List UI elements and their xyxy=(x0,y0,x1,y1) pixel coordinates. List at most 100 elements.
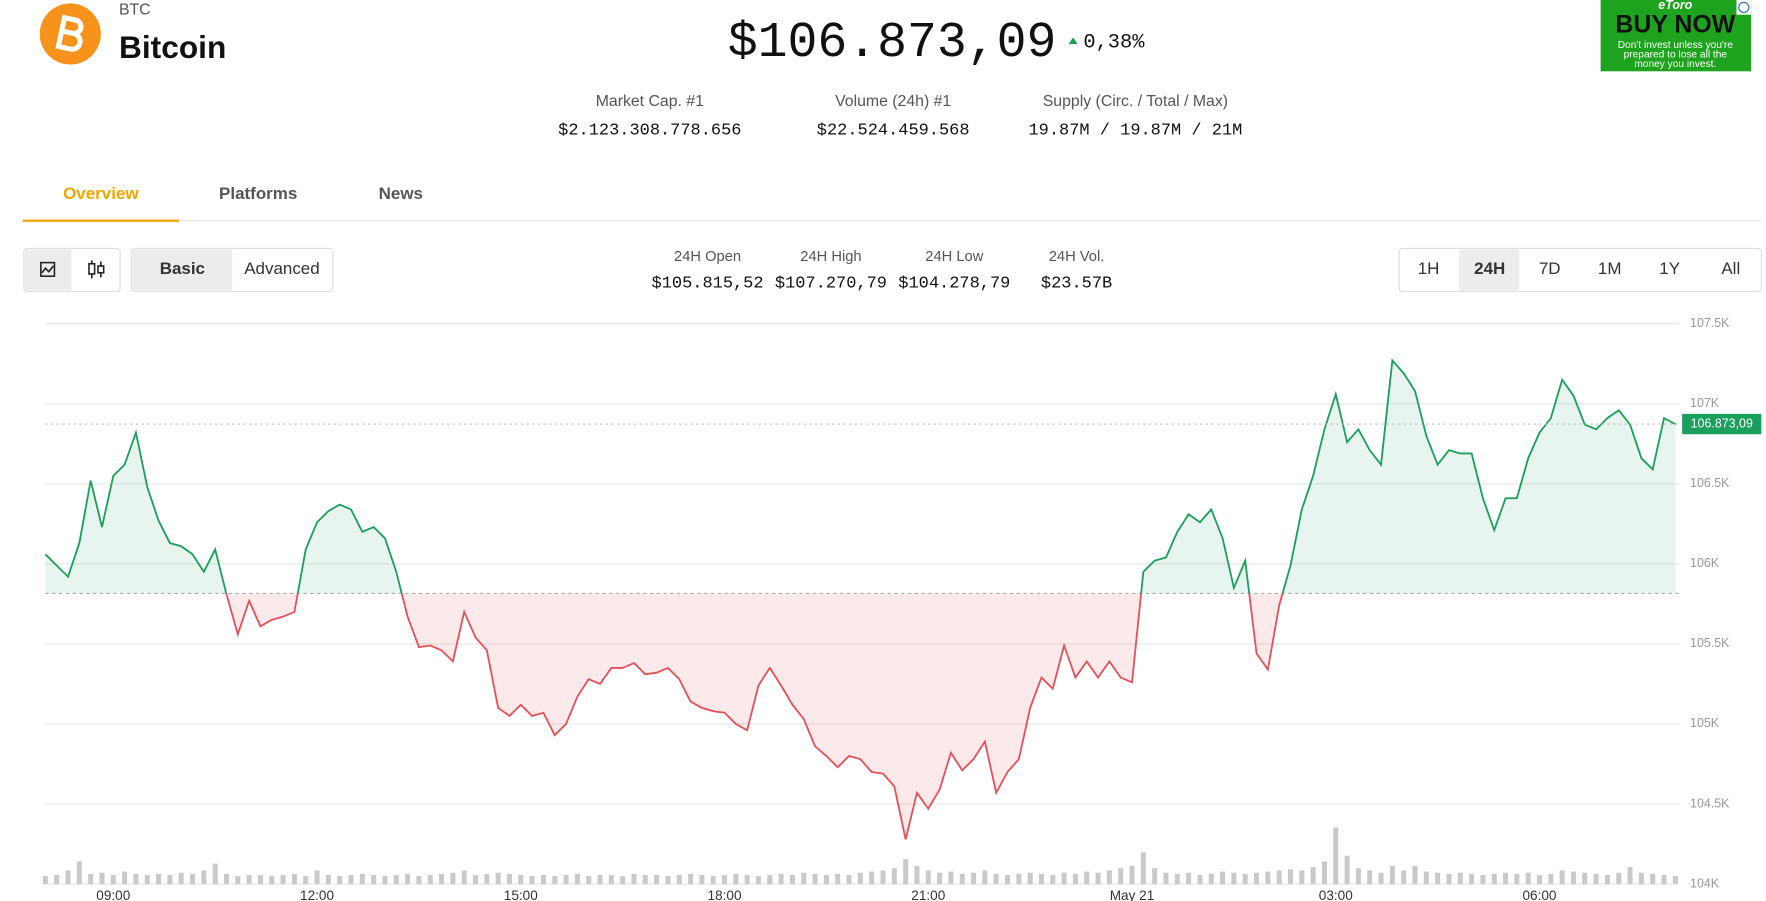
volume-bar xyxy=(789,874,795,885)
x-tick-label: May 21 xyxy=(1110,888,1155,901)
volume-bar xyxy=(959,873,965,885)
volume-bar xyxy=(1050,874,1056,885)
volume-bar xyxy=(925,870,931,885)
volume-bar xyxy=(597,874,603,885)
y-tick-label: 104K xyxy=(1690,876,1720,890)
x-tick-label: 18:00 xyxy=(708,888,742,901)
volume-bar xyxy=(156,873,162,885)
range-button[interactable]: 24H xyxy=(1474,259,1505,278)
volume-bar xyxy=(1106,870,1112,885)
volume-bar xyxy=(190,873,196,885)
volume-bar xyxy=(1401,870,1407,885)
volume-bar xyxy=(948,871,954,885)
price-line-down xyxy=(225,593,1284,840)
mode-button[interactable]: Basic xyxy=(160,259,205,278)
ad-disclaimer: money you invest. xyxy=(1634,59,1716,70)
tab[interactable]: Platforms xyxy=(219,184,297,203)
volume-bar xyxy=(518,874,524,885)
volume-bar xyxy=(212,863,218,885)
volume-bar xyxy=(1367,870,1373,885)
volume-bar xyxy=(348,874,354,885)
volume-bar xyxy=(1084,871,1090,885)
volume-bar xyxy=(337,876,343,885)
volume-bar xyxy=(1005,874,1011,885)
volume-bar xyxy=(42,876,48,885)
volume-bar xyxy=(1672,876,1678,885)
ad-banner[interactable]: eToro BUY NOW Don't invest unless you're… xyxy=(1600,0,1752,72)
price-line-up xyxy=(44,358,1676,594)
volume-bar xyxy=(835,873,841,885)
range-button[interactable]: 1M xyxy=(1598,259,1622,278)
range-button[interactable]: 1Y xyxy=(1659,259,1680,278)
volume-bar xyxy=(314,870,320,885)
volume-bar xyxy=(1265,871,1271,885)
volume-bar xyxy=(280,874,286,885)
volume-bar xyxy=(359,873,365,885)
range-button[interactable]: 7D xyxy=(1539,259,1561,278)
volume-bar xyxy=(665,876,671,885)
summary-value: $104.278,79 xyxy=(898,274,1010,293)
volume-bar xyxy=(846,874,852,885)
volume-bar xyxy=(1163,872,1169,885)
volume-bar xyxy=(1570,871,1576,885)
summary-label: 24H Low xyxy=(925,249,983,265)
volume-bar xyxy=(1299,870,1305,885)
volume-bar xyxy=(1129,865,1135,885)
range-button[interactable]: All xyxy=(1721,259,1740,278)
volume-bar xyxy=(1525,872,1531,885)
x-tick-label: 06:00 xyxy=(1523,888,1557,901)
range-button[interactable]: 1H xyxy=(1418,259,1440,278)
volume-bar xyxy=(631,873,637,885)
volume-bar xyxy=(586,876,592,885)
volume-bar xyxy=(495,872,501,885)
volume-bar xyxy=(506,873,512,885)
volume-bar xyxy=(1491,873,1497,885)
volume-bar xyxy=(1118,868,1124,885)
volume-bar xyxy=(427,874,433,885)
stat-label: Supply (Circ. / Total / Max) xyxy=(1043,93,1228,110)
line-style-button[interactable] xyxy=(25,249,72,291)
volume-bar xyxy=(688,873,694,885)
volume-bar xyxy=(1661,874,1667,885)
volume-bar xyxy=(144,874,150,885)
mode-button[interactable]: Advanced xyxy=(244,259,319,278)
volume-bar xyxy=(269,876,275,885)
volume-bar xyxy=(235,876,241,885)
volume-bar xyxy=(178,872,184,885)
chart-style-toggle xyxy=(23,247,121,293)
candle-style-button[interactable] xyxy=(73,250,119,291)
x-tick-label: 15:00 xyxy=(504,888,538,901)
volume-bar xyxy=(574,873,580,885)
volume-bar xyxy=(65,870,71,885)
volume-bar xyxy=(1457,872,1463,885)
x-tick-label: 03:00 xyxy=(1319,888,1353,901)
volume-bar xyxy=(246,874,252,885)
ad-cta[interactable]: BUY NOW xyxy=(1615,11,1735,39)
volume-bar xyxy=(1469,873,1475,885)
volume-bar xyxy=(1559,870,1565,885)
summary-label: 24H Vol. xyxy=(1049,249,1105,265)
volume-bar xyxy=(224,873,229,885)
volume-bar xyxy=(540,874,546,885)
volume-bar xyxy=(903,859,909,885)
tab[interactable]: Overview xyxy=(63,184,139,203)
volume-bar xyxy=(122,871,128,885)
volume-bar xyxy=(869,871,875,885)
y-tick-label: 106K xyxy=(1690,556,1720,570)
stat-label: Volume (24h) #1 xyxy=(835,93,951,110)
summary-label: 24H Open xyxy=(674,249,741,265)
area-down xyxy=(45,593,1676,840)
stat-value: 19.87M / 19.87M / 21M xyxy=(1028,122,1242,141)
volume-bar xyxy=(76,861,82,885)
volume-bar xyxy=(529,876,535,885)
volume-bar xyxy=(99,872,105,885)
summary-value: $105.815,52 xyxy=(652,274,764,293)
volume-bar xyxy=(676,874,682,885)
volume-bar xyxy=(382,876,388,885)
coin-symbol: BTC xyxy=(119,1,151,18)
current-price-tag xyxy=(1682,413,1762,435)
volume-bar xyxy=(710,876,716,885)
volume-bar xyxy=(416,876,422,885)
tab[interactable]: News xyxy=(379,184,423,203)
volume-bar xyxy=(1638,872,1644,885)
